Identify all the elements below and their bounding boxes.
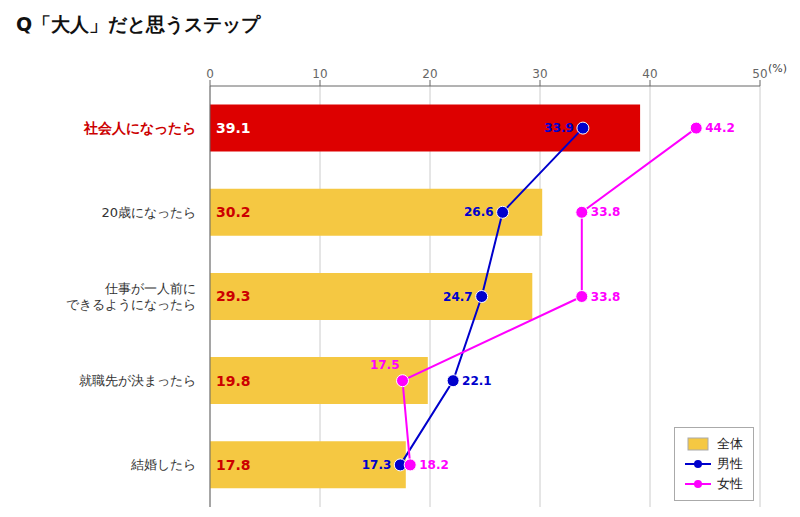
html-text:Q「大人」だと思うステップ: Q「大人」だと思うステップ [16,13,261,35]
html-text:全体: 全体 [717,436,743,451]
svg-text:33.8: 33.8 [591,205,621,219]
svg-text:29.3: 29.3 [216,288,251,304]
svg-text:39.1: 39.1 [216,120,251,136]
svg-text:30: 30 [532,67,547,81]
svg-text:17.3: 17.3 [362,458,392,472]
svg-text:18.2: 18.2 [419,458,449,472]
svg-text:22.1: 22.1 [462,374,492,388]
html-text:女性: 女性 [717,476,743,491]
svg-text:50: 50 [752,67,767,81]
svg-text:社会人になったら: 社会人になったら [83,120,196,136]
svg-text:33.8: 33.8 [591,290,621,304]
svg-text:30.2: 30.2 [216,204,251,220]
svg-text:20: 20 [422,67,437,81]
svg-text:44.2: 44.2 [705,121,735,135]
svg-text:17.8: 17.8 [216,457,251,473]
svg-text:24.7: 24.7 [443,290,473,304]
svg-text:20歳になったら: 20歳になったら [101,205,196,220]
svg-text:33.9: 33.9 [544,121,574,135]
svg-text:10: 10 [312,67,327,81]
svg-text:19.8: 19.8 [216,373,251,389]
svg-text:17.5: 17.5 [370,358,400,372]
html-text:男性: 男性 [717,456,743,471]
svg-text:26.6: 26.6 [464,205,494,219]
svg-text:40: 40 [642,67,657,81]
svg-text:仕事が一人前にできるようになったら: 仕事が一人前にできるようになったら [66,281,196,312]
svg-text:結婚したら: 結婚したら [130,457,196,472]
svg-text:就職先が決まったら: 就職先が決まったら [79,373,196,388]
svg-text:0: 0 [206,67,214,81]
